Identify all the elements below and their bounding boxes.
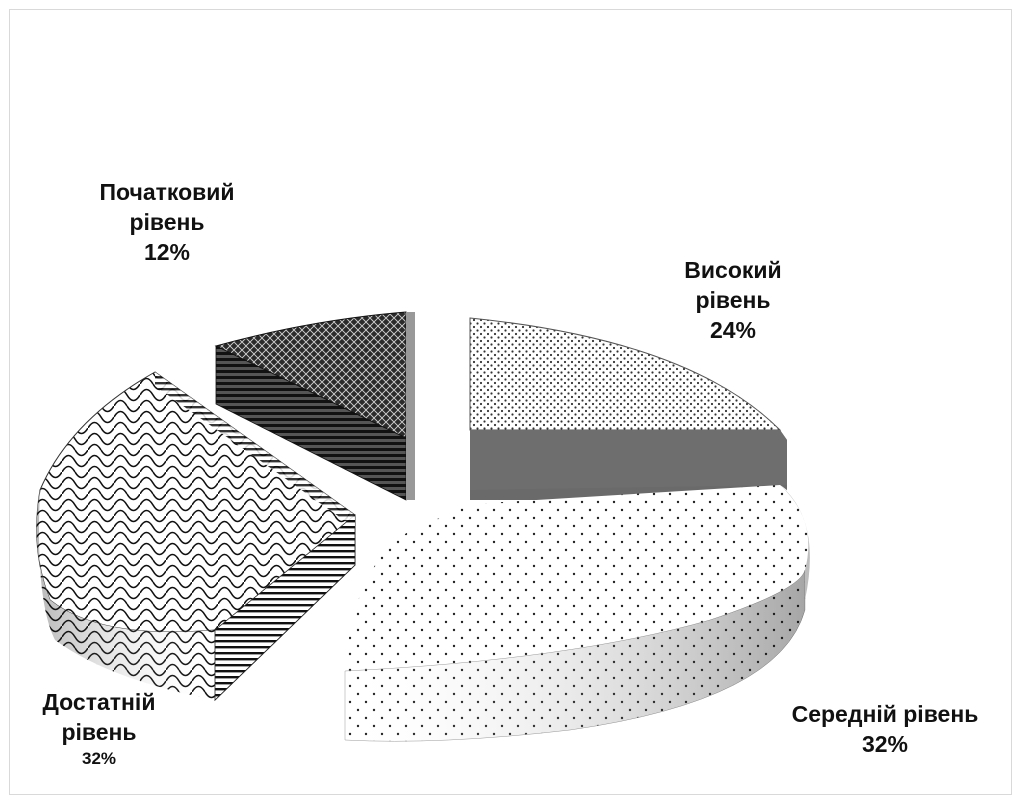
slice-value-label: 32% [770,730,1000,760]
slice-label-initial-level: Початковий рівень 12% [82,178,252,268]
slice-label-text: рівень [82,208,252,238]
slice-value-label: 12% [82,238,252,268]
chart-area: Високий рівень 24% Середній рівень 32% Д… [9,9,1012,795]
slice-label-text: Достатній [24,688,174,718]
slice-label-text: Високий [668,256,798,286]
slice-label-text: рівень [668,286,798,316]
slice-label-text: Початковий [82,178,252,208]
pie-slice-medium-level [345,485,810,741]
slice-value-label: 32% [24,748,174,770]
pie-chart [10,10,1013,796]
slice-label-text: рівень [24,718,174,748]
slice-label-high-level: Високий рівень 24% [668,256,798,346]
slice-label-medium-level: Середній рівень 32% [770,700,1000,760]
slice-label-sufficient-level: Достатній рівень 32% [24,688,174,770]
slice-value-label: 24% [668,316,798,346]
slice-label-text: Середній рівень [770,700,1000,730]
